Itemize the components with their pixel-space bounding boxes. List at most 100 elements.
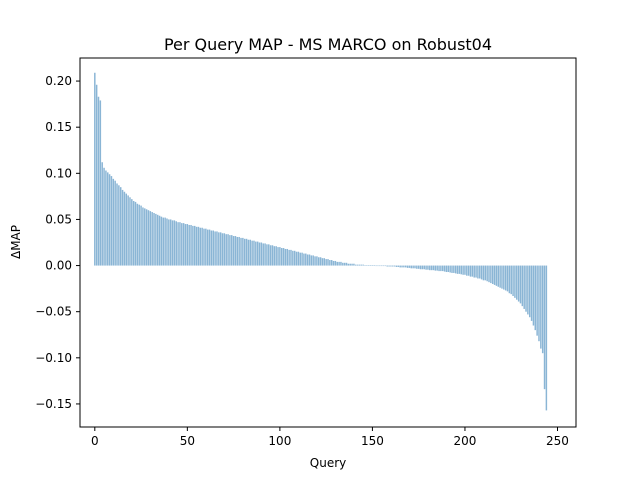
bar bbox=[208, 229, 211, 266]
bar bbox=[427, 265, 429, 270]
bar bbox=[493, 265, 496, 285]
plot-frame bbox=[79, 57, 577, 428]
bar bbox=[188, 224, 190, 266]
bar bbox=[238, 236, 240, 266]
bar bbox=[168, 219, 170, 266]
bar bbox=[268, 244, 270, 266]
bar bbox=[269, 245, 272, 266]
bar bbox=[473, 265, 475, 278]
bar bbox=[323, 258, 326, 266]
bar bbox=[190, 224, 192, 266]
bar bbox=[160, 216, 163, 266]
bar bbox=[521, 265, 524, 307]
bar bbox=[166, 218, 168, 266]
bar bbox=[258, 242, 261, 266]
y-axis-label: ΔMAP bbox=[9, 225, 23, 259]
bar bbox=[127, 195, 129, 266]
bar bbox=[343, 262, 346, 266]
bar bbox=[319, 257, 322, 266]
bar bbox=[334, 260, 337, 266]
x-tick-label: 250 bbox=[546, 434, 569, 448]
bar bbox=[458, 265, 461, 274]
bar bbox=[194, 225, 196, 266]
bar bbox=[279, 247, 281, 266]
bar bbox=[293, 250, 296, 266]
bar bbox=[504, 265, 507, 291]
bar bbox=[123, 191, 126, 266]
bar bbox=[482, 265, 485, 281]
bar bbox=[540, 265, 542, 349]
bar bbox=[138, 204, 140, 266]
bar bbox=[523, 265, 525, 309]
bar bbox=[451, 265, 453, 273]
bar bbox=[112, 178, 115, 266]
bar bbox=[286, 248, 289, 266]
bar bbox=[517, 265, 520, 302]
bar bbox=[155, 213, 157, 266]
bar bbox=[216, 231, 218, 266]
bar bbox=[342, 262, 344, 266]
bar bbox=[247, 239, 250, 266]
bar bbox=[264, 243, 266, 266]
bar bbox=[177, 222, 179, 266]
bar bbox=[255, 241, 257, 266]
bar bbox=[295, 251, 298, 266]
bar bbox=[147, 210, 150, 266]
bar bbox=[275, 246, 277, 266]
bar bbox=[251, 240, 253, 266]
bar bbox=[462, 265, 464, 275]
bar bbox=[406, 265, 409, 268]
bar bbox=[360, 264, 363, 266]
bar bbox=[386, 265, 388, 267]
bar bbox=[416, 265, 418, 269]
bar bbox=[399, 265, 401, 268]
bar bbox=[484, 265, 487, 281]
bar bbox=[310, 255, 313, 266]
bar bbox=[497, 265, 500, 287]
bar bbox=[245, 238, 248, 266]
bar bbox=[490, 265, 492, 284]
bar bbox=[186, 224, 189, 266]
bar bbox=[392, 265, 394, 267]
bar bbox=[236, 236, 239, 266]
bar bbox=[162, 217, 165, 266]
bar bbox=[495, 265, 498, 286]
bar bbox=[199, 227, 202, 266]
bar bbox=[136, 203, 139, 266]
bar bbox=[356, 264, 359, 266]
bar bbox=[314, 256, 316, 266]
bar bbox=[395, 265, 398, 267]
bar bbox=[467, 265, 470, 276]
bar bbox=[532, 265, 535, 326]
bar bbox=[460, 265, 462, 275]
bar bbox=[108, 174, 111, 266]
bar bbox=[464, 265, 466, 275]
bar bbox=[316, 256, 318, 266]
bar bbox=[299, 252, 301, 266]
bar bbox=[429, 265, 431, 271]
x-axis-ticks: 0 50 100 150 200 250 bbox=[91, 427, 569, 448]
bar bbox=[205, 228, 207, 266]
bar bbox=[366, 265, 368, 266]
bar bbox=[534, 265, 537, 331]
bar bbox=[364, 265, 366, 266]
y-axis-ticks: 0.20 0.15 0.10 0.05 0.00 −0.05 −0.10 −0.15 bbox=[35, 74, 80, 411]
bar bbox=[262, 243, 264, 266]
bar bbox=[169, 219, 172, 266]
bar bbox=[142, 207, 144, 266]
bar bbox=[318, 257, 320, 266]
bar bbox=[308, 254, 311, 266]
bar bbox=[288, 249, 290, 266]
bar bbox=[430, 265, 433, 271]
bar bbox=[373, 265, 376, 266]
bar bbox=[536, 265, 538, 336]
bar bbox=[284, 248, 287, 266]
bar bbox=[273, 246, 276, 266]
bar bbox=[266, 244, 268, 266]
bar bbox=[345, 262, 348, 266]
bar bbox=[349, 263, 351, 266]
bar bbox=[94, 72, 96, 266]
bar bbox=[412, 265, 414, 269]
bar bbox=[338, 261, 340, 266]
bar bbox=[101, 162, 103, 266]
